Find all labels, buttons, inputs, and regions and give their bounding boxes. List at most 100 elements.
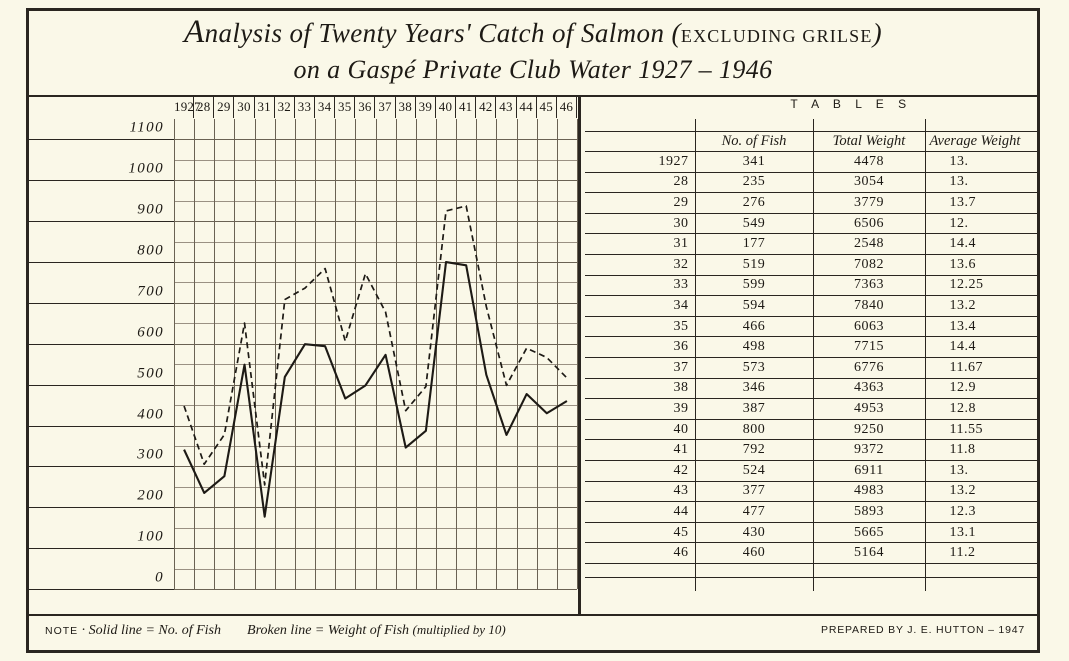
x-tick-label-33: 33	[295, 97, 316, 118]
table-row: 39 387 4953 12.8	[585, 398, 1037, 420]
table-bottom-spacer	[585, 576, 1037, 592]
footer-divider	[29, 614, 1037, 616]
axis-rule-900	[29, 221, 174, 223]
cell-total-weight: 4363	[812, 377, 926, 400]
cell-year: 41	[585, 439, 696, 461]
cell-no-of-fish: 524	[694, 460, 814, 482]
y-tick-label-500: 500	[137, 365, 164, 382]
cell-total-weight: 6776	[812, 357, 926, 379]
cell-no-of-fish: 276	[694, 192, 814, 214]
y-tick-label-200: 200	[137, 487, 164, 504]
axis-rule-500	[29, 384, 174, 386]
cell-total-weight: 4953	[812, 398, 926, 420]
table-row: 43 377 4983 13.2	[585, 480, 1037, 503]
cell-total-weight: 6063	[812, 315, 926, 338]
cell-average-weight: 12.8	[924, 398, 1037, 420]
cell-no-of-fish: 341	[694, 151, 814, 173]
table-row: 29 276 3779 13.7	[585, 192, 1037, 214]
table-header-row: No. of Fish Total Weight Average Weight	[585, 131, 1037, 153]
cell-total-weight: 7363	[812, 274, 926, 297]
table-spacer-cell	[585, 562, 695, 578]
cell-average-weight: 11.8	[924, 439, 1037, 461]
table-header-average-weight: Average Weight	[924, 131, 1037, 153]
x-tick-label-38: 38	[396, 97, 416, 118]
table-row: 32 519 7082 13.6	[585, 254, 1037, 276]
cell-year: 29	[585, 192, 696, 214]
gridline-y-0	[174, 589, 577, 590]
cell-year: 46	[585, 542, 696, 564]
note-separator: ·	[78, 623, 89, 638]
gridline-x	[496, 119, 498, 589]
table-header-total-weight: Total Weight	[812, 131, 926, 153]
cell-year: 31	[585, 233, 696, 256]
table-row: 35 466 6063 13.4	[585, 315, 1037, 338]
cell-total-weight: 5164	[812, 542, 926, 564]
tables-caption: T A B L E S	[790, 97, 912, 111]
table-row: 31 177 2548 14.4	[585, 233, 1037, 256]
cell-year: 38	[585, 378, 696, 400]
cell-year: 39	[585, 398, 696, 420]
cell-no-of-fish: 177	[694, 233, 814, 256]
table-spacer-cell	[585, 119, 695, 132]
table-header-year	[585, 131, 696, 153]
legend-note: NOTE · Solid line = No. of Fish Broken li…	[45, 622, 506, 639]
gridline-x	[315, 119, 317, 589]
gridline-x	[456, 119, 458, 589]
note-broken-line: Broken line = Weight of Fish	[247, 623, 410, 638]
table-spacer-cell	[812, 119, 926, 132]
cell-no-of-fish: 792	[694, 439, 814, 461]
table-row: 46 460 5164 11.2	[585, 542, 1037, 564]
cell-year: 42	[585, 460, 696, 482]
cell-no-of-fish: 377	[694, 480, 814, 503]
y-tick-label-300: 300	[137, 446, 164, 463]
gridline-x	[476, 119, 478, 589]
cell-no-of-fish: 346	[694, 377, 814, 400]
cell-no-of-fish: 549	[694, 212, 814, 235]
cell-total-weight: 7715	[812, 336, 926, 359]
x-tick-label-43: 43	[496, 97, 517, 118]
cell-average-weight: 11.55	[924, 418, 1037, 441]
cell-average-weight: 13.2	[924, 480, 1037, 503]
x-tick-label-32: 32	[275, 97, 295, 118]
cell-average-weight: 12.25	[924, 274, 1037, 297]
x-tick-label-35: 35	[335, 97, 356, 118]
cell-year: 28	[585, 172, 696, 194]
cell-average-weight: 13.2	[924, 295, 1037, 317]
gridline-x	[375, 119, 377, 589]
gridline-x	[194, 119, 196, 589]
table-spacer-cell	[694, 576, 814, 592]
table-row: 40 800 9250 11.55	[585, 418, 1037, 441]
cell-no-of-fish: 599	[694, 274, 814, 297]
chart-table-divider	[578, 97, 581, 614]
cell-average-weight: 13.	[924, 151, 1037, 173]
cell-average-weight: 13.	[924, 171, 1037, 194]
cell-average-weight: 14.4	[924, 233, 1037, 256]
cell-total-weight: 5665	[812, 521, 926, 544]
cell-average-weight: 14.4	[924, 336, 1037, 359]
table-spacer-cell	[694, 119, 814, 132]
cell-no-of-fish: 477	[694, 501, 814, 523]
table-row: 41 792 9372 11.8	[585, 439, 1037, 461]
x-tick-label-30: 30	[234, 97, 255, 118]
table-top-spacer	[585, 119, 1037, 132]
x-tick-label-37: 37	[376, 97, 396, 118]
x-tick-label-39: 39	[416, 97, 436, 118]
table-bottom-spacer	[585, 562, 1037, 578]
cell-year: 45	[585, 522, 696, 544]
x-tick-label-46: 46	[557, 97, 577, 118]
gridline-x	[415, 119, 417, 589]
axis-rule-800	[29, 262, 174, 264]
table-row: 44 477 5893 12.3	[585, 501, 1037, 523]
gridline-x	[174, 119, 175, 589]
note-multiplier: (multiplied by 10)	[412, 622, 506, 637]
table-spacer-cell	[694, 562, 814, 578]
cell-average-weight: 13.4	[924, 315, 1037, 338]
cell-total-weight: 4478	[812, 151, 926, 173]
cell-year: 32	[585, 254, 696, 276]
cell-year: 37	[585, 357, 696, 379]
axis-rule-400	[29, 425, 174, 427]
cell-no-of-fish: 466	[694, 315, 814, 338]
gridline-x	[435, 119, 437, 589]
note-label: NOTE	[45, 625, 79, 637]
axis-rule-1000	[29, 180, 174, 182]
